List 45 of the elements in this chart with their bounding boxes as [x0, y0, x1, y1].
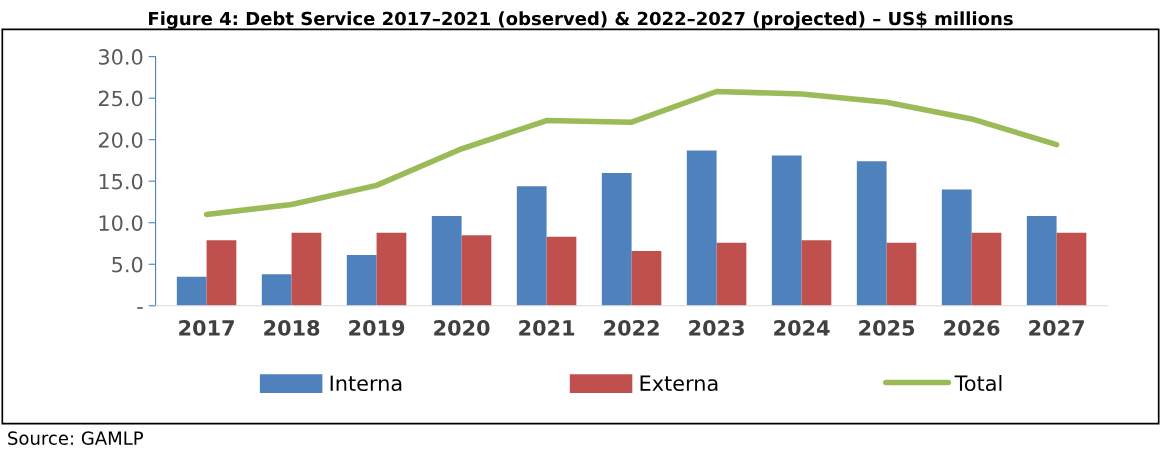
y-tick-label: 5.0	[112, 256, 143, 273]
x-tick-label: 2019	[349, 320, 405, 336]
x-tick-label: 2018	[264, 320, 320, 336]
bar	[631, 250, 662, 306]
bar	[716, 242, 747, 306]
bar	[261, 274, 292, 306]
bar	[346, 255, 377, 306]
legend-label: Interna	[330, 375, 402, 392]
bar	[376, 232, 407, 306]
y-tick-label: 25.0	[98, 90, 143, 107]
y-tick-label: 20.0	[98, 132, 143, 148]
y-tick-label: -	[137, 307, 143, 309]
x-tick-label: 2021	[519, 320, 575, 336]
bar	[771, 155, 802, 306]
y-tick-label: 15.0	[99, 173, 143, 190]
legend-label: Externa	[640, 375, 718, 392]
y-tick-label: 10.0	[99, 215, 143, 231]
bar	[801, 240, 832, 306]
bar	[431, 216, 462, 306]
legend-label: Total	[954, 374, 1002, 392]
bar	[601, 172, 632, 306]
bar	[176, 276, 207, 306]
bar	[206, 240, 237, 306]
bar	[1026, 216, 1057, 306]
bar	[546, 236, 577, 306]
bar	[941, 189, 972, 306]
bar	[461, 235, 492, 306]
x-tick-label: 2025	[859, 320, 915, 336]
bar	[971, 232, 1002, 306]
bar	[686, 150, 717, 306]
x-tick-label: 2023	[689, 320, 744, 336]
bar	[516, 186, 547, 306]
bar	[856, 161, 887, 306]
bar	[886, 242, 917, 306]
source-note: Source: GAMLP	[8, 431, 144, 445]
x-tick-label: 2020	[434, 320, 490, 336]
bar	[1056, 232, 1087, 306]
y-tick-label: 30.0	[98, 49, 143, 65]
x-tick-label: 2017	[179, 320, 234, 336]
x-tick-label: 2027	[1029, 320, 1084, 336]
x-tick-label: 2022	[604, 320, 659, 336]
x-tick-label: 2024	[774, 320, 830, 336]
x-tick-label: 2026	[944, 320, 1000, 336]
bar	[291, 232, 322, 306]
chart-title: Figure 4: Debt Service 2017–2021 (observed) & 2022–2027 (projected) – US$ millions	[149, 11, 1013, 29]
